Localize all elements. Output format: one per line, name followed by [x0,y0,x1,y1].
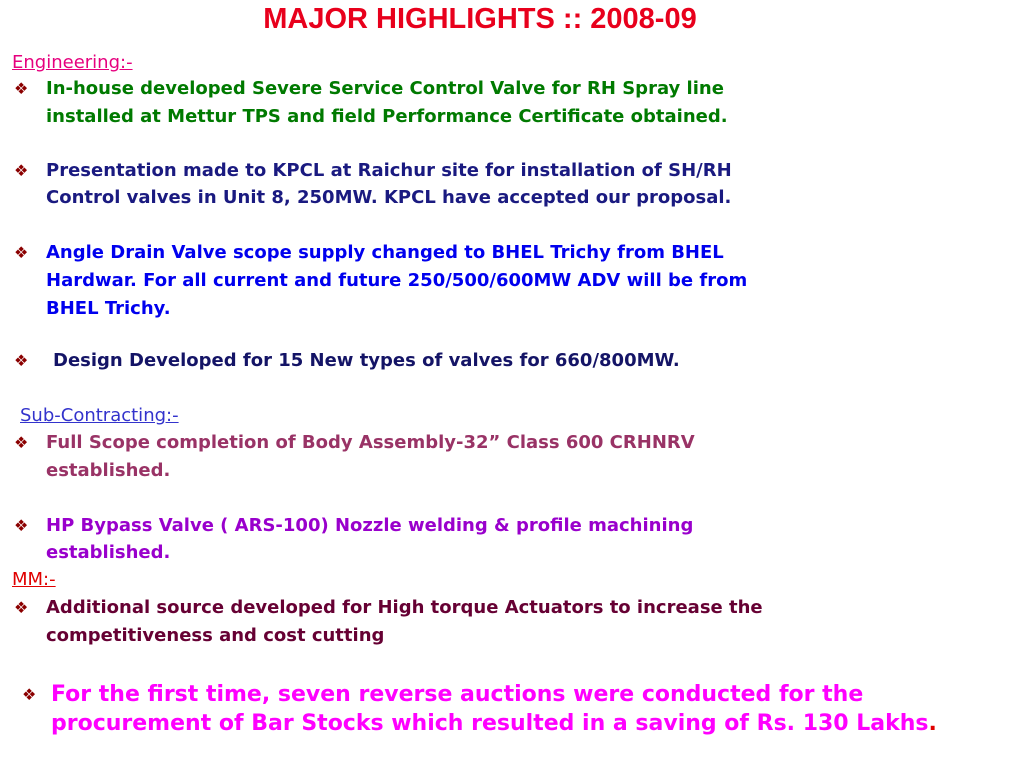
bullet-text: Hardwar. For all current and future 250/… [46,270,748,291]
section-heading: MM:- [12,569,56,590]
bullet-text: procurement of Bar Stocks which resulted… [51,711,929,736]
bullet-text: Control valves in Unit 8, 250MW. KPCL ha… [46,187,732,208]
bullet-text: Angle Drain Valve scope supply changed t… [46,242,724,263]
section-heading: Sub-Contracting:- [20,405,179,426]
bullet-icon: ❖ [22,685,37,704]
bullet-text: Full Scope completion of Body Assembly-3… [46,432,695,453]
bullet-icon: ❖ [14,598,29,617]
bullet-text: In-house developed Severe Service Contro… [46,78,724,99]
bullet-text: Design Developed for 15 New types of val… [53,350,680,371]
bullet-icon: ❖ [14,433,29,452]
bullet-text: For the first time, seven reverse auctio… [51,682,864,707]
bullet-icon: ❖ [14,161,29,180]
bullet-text: established. [46,542,171,563]
bullet-icon: ❖ [14,79,29,98]
section-heading: Engineering:- [12,52,133,73]
bullet-icon: ❖ [14,351,29,370]
bullet-text: installed at Mettur TPS and field Perfor… [46,106,728,127]
bullet-icon: ❖ [14,516,29,535]
bullet-text: established. [46,460,171,481]
bullet-tail: . [928,711,937,736]
bullet-text: BHEL Trichy. [46,298,171,319]
bullet-text: Presentation made to KPCL at Raichur sit… [46,160,732,181]
bullet-text: Additional source developed for High tor… [46,597,763,618]
bullet-text: competitiveness and cost cutting [46,625,385,646]
bullet-text-line: procurement of Bar Stocks which resulted… [51,709,937,739]
bullet-text: HP Bypass Valve ( ARS-100) Nozzle weldin… [46,515,694,536]
slide-title: MAJOR HIGHLIGHTS :: 2008-09 [263,3,697,35]
bullet-icon: ❖ [14,243,29,262]
